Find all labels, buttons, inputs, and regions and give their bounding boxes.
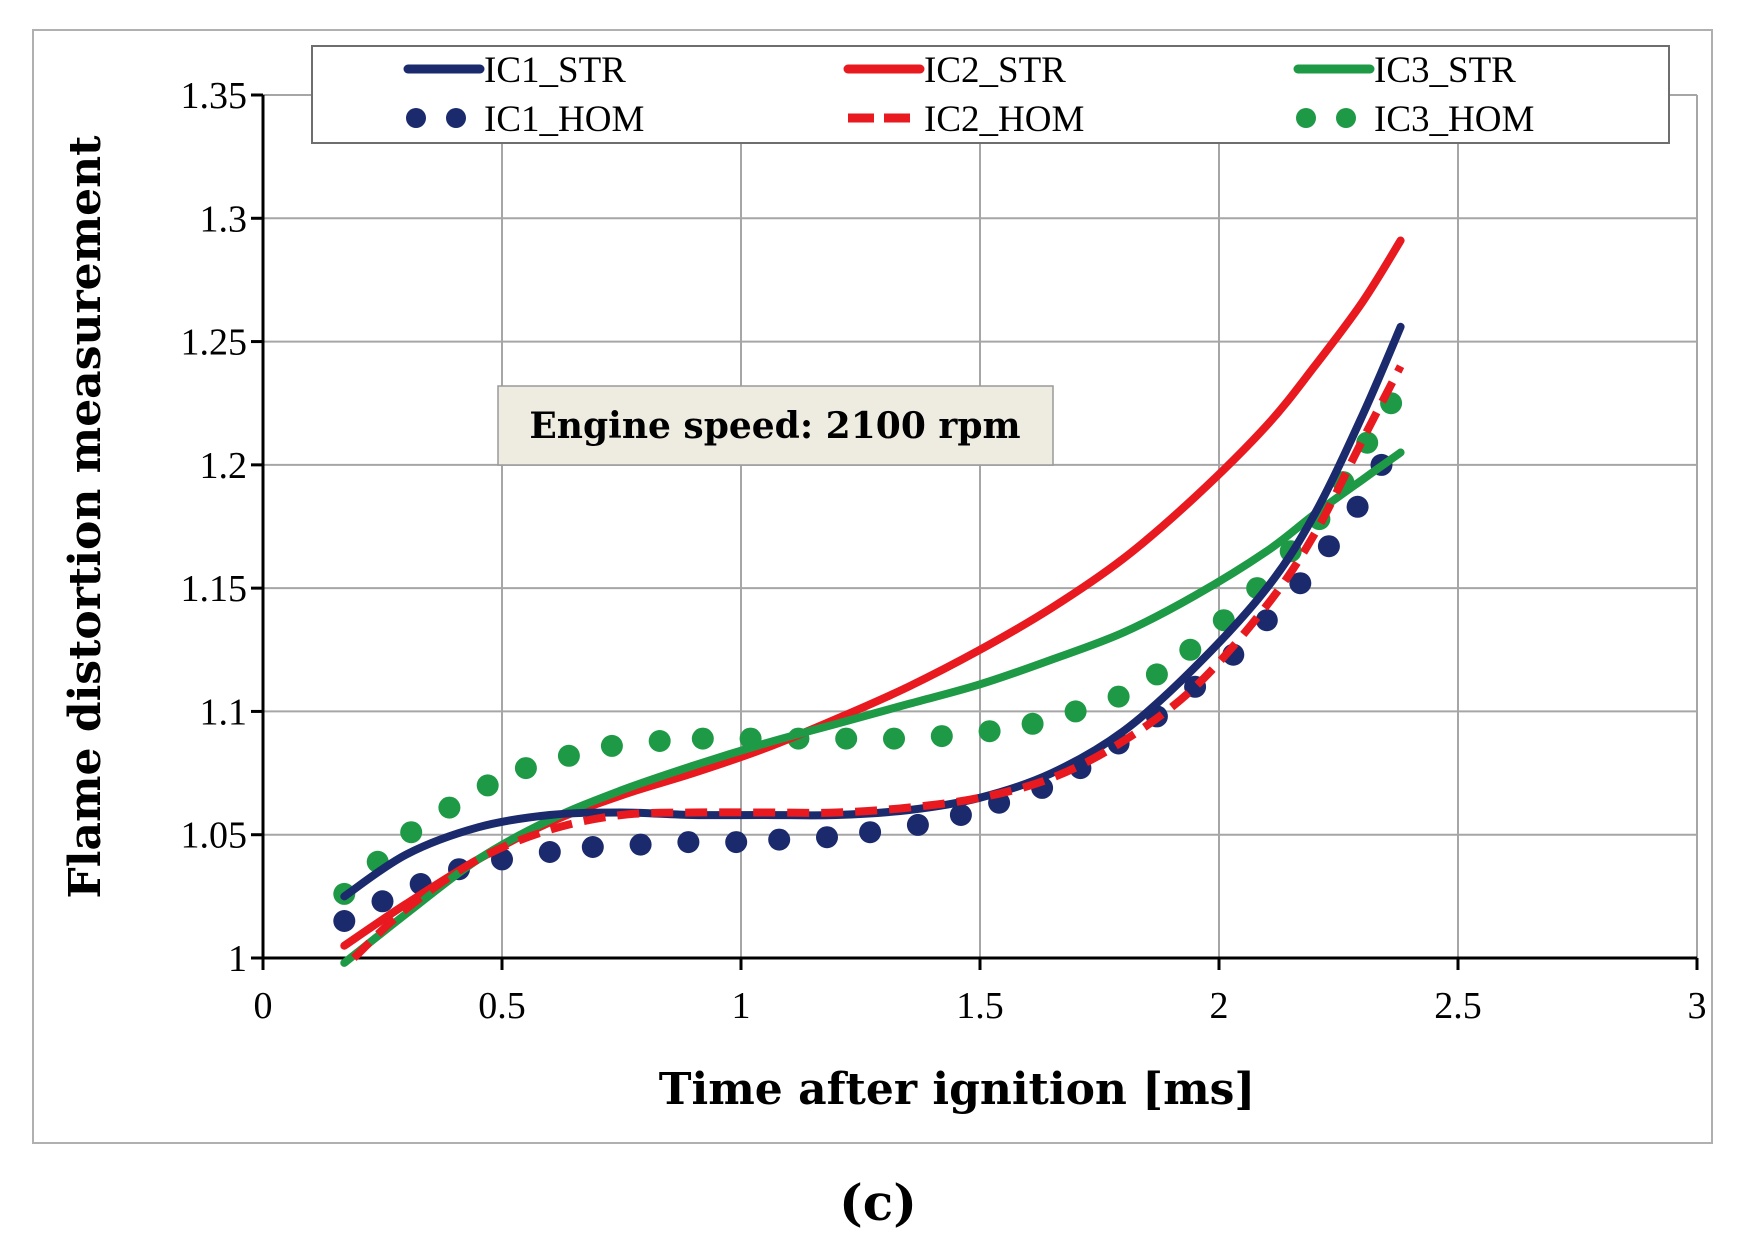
series-point-ic1-hom bbox=[1289, 572, 1312, 595]
legend-item-ic2-hom: IC2_HOM bbox=[848, 99, 1084, 140]
series-point-ic3-hom bbox=[1021, 712, 1044, 735]
series-point-ic1-hom bbox=[1317, 535, 1340, 558]
legend: IC1_STR IC2_STR IC3_STR IC1_HOM IC2_HOM IC3_H… bbox=[311, 45, 1670, 144]
axes bbox=[251, 93, 1699, 970]
y-tick-label: 1.15 bbox=[181, 568, 248, 610]
y-tick-label: 1.1 bbox=[200, 691, 248, 733]
x-tick-label: 3 bbox=[1688, 985, 1707, 1027]
series-point-ic1-hom bbox=[629, 833, 652, 856]
legend-swatch bbox=[446, 108, 466, 128]
series-point-ic1-hom bbox=[677, 831, 700, 854]
legend-item-ic3-str: IC3_STR bbox=[1293, 50, 1516, 91]
series-point-ic3-hom bbox=[1145, 663, 1168, 686]
legend-swatch bbox=[406, 108, 426, 128]
y-tick-label: 1 bbox=[228, 938, 247, 980]
chart-frame bbox=[32, 29, 1713, 1144]
series-point-ic3-hom bbox=[438, 796, 461, 819]
legend-label: IC3_STR bbox=[1374, 50, 1516, 91]
series-point-ic1-hom bbox=[816, 826, 838, 849]
legend-label: IC1_HOM bbox=[484, 99, 644, 140]
series-point-ic1-hom bbox=[768, 828, 791, 851]
x-tick-label: 0 bbox=[254, 985, 273, 1027]
series-point-ic3-hom bbox=[883, 727, 905, 750]
series-point-ic3-hom bbox=[1107, 685, 1130, 708]
legend-label: IC2_STR bbox=[924, 50, 1066, 91]
series-point-ic1-hom bbox=[906, 813, 929, 836]
series-line-ic2-hom bbox=[351, 364, 1405, 961]
series-line-ic3-str bbox=[340, 448, 1405, 967]
legend-label: IC1_STR bbox=[484, 50, 626, 91]
y-axis-title: Flame distortion measurement bbox=[60, 135, 111, 899]
series-point-ic3-hom bbox=[648, 730, 671, 752]
x-tick-label: 2 bbox=[1210, 985, 1229, 1027]
annotation-background bbox=[497, 385, 1054, 466]
series-point-ic3-hom bbox=[1064, 700, 1087, 723]
series-point-ic3-hom bbox=[835, 727, 858, 750]
series-point-ic3-hom bbox=[600, 734, 623, 757]
series-point-ic3-hom bbox=[557, 744, 580, 767]
series-point-ic1-hom bbox=[1346, 495, 1369, 518]
series-group bbox=[333, 236, 1405, 967]
series-point-ic1-hom bbox=[725, 831, 748, 854]
series-point-ic1-hom bbox=[1255, 609, 1278, 632]
annotation-text: Engine speed: 2100 rpm bbox=[529, 405, 1020, 447]
x-tick-label: 1 bbox=[732, 985, 751, 1027]
series-point-ic3-hom bbox=[978, 720, 1001, 743]
series-ic2-hom bbox=[351, 364, 1405, 961]
series-point-ic3-hom bbox=[1212, 609, 1235, 632]
legend-item-ic1-hom: IC1_HOM bbox=[406, 99, 644, 140]
x-tick-label: 0.5 bbox=[478, 985, 526, 1027]
y-tick-label: 1.25 bbox=[181, 322, 248, 364]
series-point-ic1-hom bbox=[859, 821, 882, 844]
series-point-ic1-hom bbox=[581, 836, 604, 858]
x-tick-label: 1.5 bbox=[956, 985, 1004, 1027]
series-point-ic1-hom bbox=[538, 841, 561, 863]
figure-caption: (c) bbox=[839, 1173, 917, 1232]
legend-label: IC3_HOM bbox=[1374, 99, 1534, 140]
series-point-ic3-hom bbox=[1179, 638, 1202, 661]
x-tick-label: 2.5 bbox=[1434, 985, 1482, 1027]
y-tick-label: 1.35 bbox=[181, 75, 248, 117]
series-point-ic1-hom bbox=[949, 804, 972, 826]
series-point-ic1-hom bbox=[333, 910, 356, 932]
y-tick-label: 1.2 bbox=[200, 445, 248, 487]
series-point-ic3-hom bbox=[691, 727, 714, 750]
series-point-ic3-hom bbox=[476, 774, 499, 797]
legend-box bbox=[311, 45, 1670, 144]
series-point-ic1-hom bbox=[371, 890, 394, 913]
legend-item-ic2-str: IC2_STR bbox=[843, 50, 1066, 91]
legend-item-ic3-hom: IC3_HOM bbox=[1296, 99, 1534, 140]
annotation-box: Engine speed: 2100 rpm bbox=[497, 385, 1054, 466]
y-tick-label: 1.3 bbox=[200, 198, 248, 240]
series-ic3-str bbox=[340, 448, 1405, 967]
x-axis-title: Time after ignition [ms] bbox=[659, 1064, 1255, 1115]
legend-label: IC2_HOM bbox=[924, 99, 1084, 140]
series-point-ic3-hom bbox=[400, 821, 423, 844]
legend-item-ic1-str: IC1_STR bbox=[403, 50, 626, 91]
legend-swatch bbox=[1296, 108, 1316, 128]
tick-labels: 0 0.5 1 1.5 2 2.5 3 1 1.05 1.1 1.15 1.2 1.25 1.3 1.35 bbox=[181, 75, 1707, 1027]
y-tick-label: 1.05 bbox=[181, 815, 248, 857]
series-point-ic3-hom bbox=[930, 725, 953, 748]
series-point-ic3-hom bbox=[514, 757, 537, 780]
legend-swatch bbox=[1336, 108, 1356, 128]
